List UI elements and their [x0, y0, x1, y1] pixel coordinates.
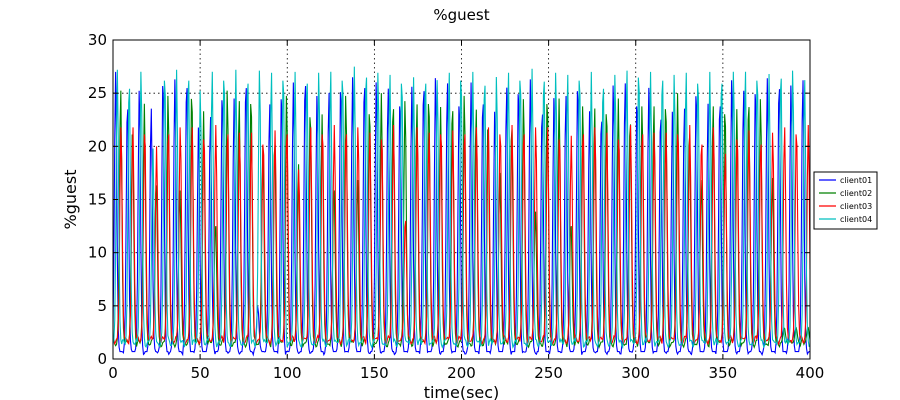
legend-label-1: client01 [840, 176, 872, 185]
y-tick-label: 30 [88, 31, 107, 49]
y-tick-label: 5 [97, 297, 107, 315]
y-tick-label: 25 [88, 84, 107, 102]
y-axis-label: %guest [61, 170, 80, 230]
y-tick-label: 15 [88, 191, 107, 209]
ticks: 0 50 100 150 200 250 300 350 400 0 5 10 15 20 25 30 [88, 31, 824, 382]
x-tick-label: 0 [108, 364, 118, 382]
legend-label-2: client02 [840, 189, 872, 198]
x-tick-label: 150 [360, 364, 389, 382]
x-tick-label: 350 [709, 364, 738, 382]
x-tick-label: 200 [447, 364, 476, 382]
y-tick-label: 0 [97, 350, 107, 368]
x-tick-label: 250 [534, 364, 563, 382]
y-tick-label: 20 [88, 137, 107, 155]
x-tick-label: 50 [191, 364, 210, 382]
legend-label-3: client03 [840, 202, 872, 211]
y-tick-label: 10 [88, 244, 107, 262]
x-tick-label: 400 [796, 364, 825, 382]
x-tick-label: 300 [621, 364, 650, 382]
series-group [113, 66, 810, 357]
legend-label-4: client04 [840, 215, 872, 224]
series-line-4 [113, 66, 810, 350]
x-axis-label: time(sec) [424, 383, 500, 400]
chart-title: %guest [433, 6, 489, 24]
x-tick-label: 100 [273, 364, 302, 382]
legend: client01 client02 client03 client04 [813, 171, 878, 230]
